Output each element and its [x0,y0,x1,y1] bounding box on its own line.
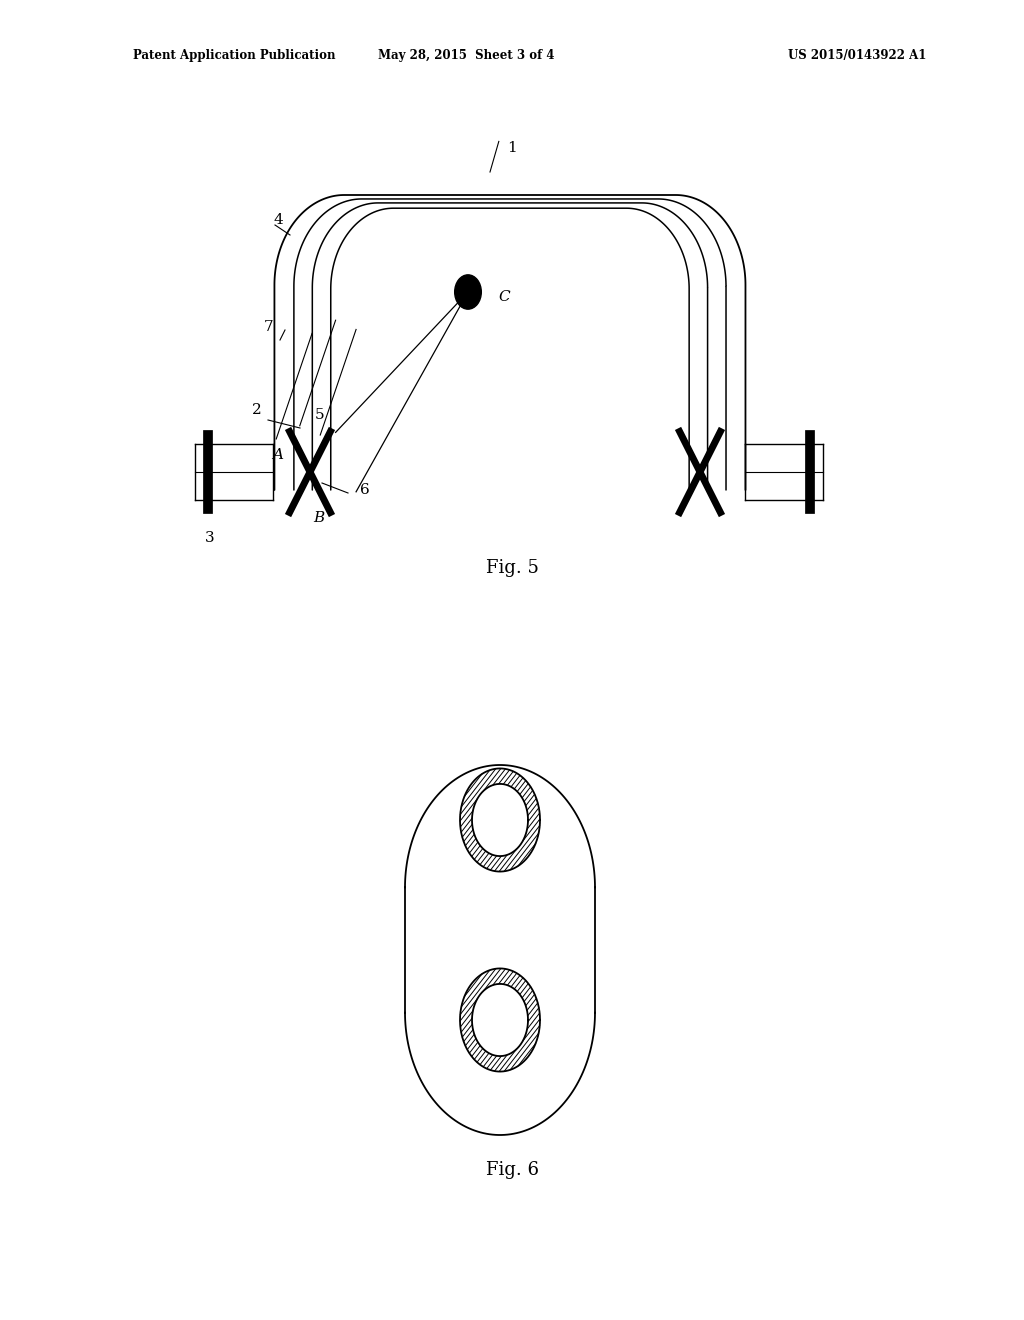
Circle shape [455,275,481,309]
Text: 1: 1 [507,141,517,154]
Text: C: C [498,290,510,304]
Text: 4: 4 [273,213,283,227]
Text: B: B [313,511,325,525]
Circle shape [473,985,527,1055]
Circle shape [473,785,527,855]
Text: Fig. 6: Fig. 6 [485,1162,539,1179]
Text: US 2015/0143922 A1: US 2015/0143922 A1 [788,49,927,62]
Text: 5: 5 [315,408,325,422]
Text: Patent Application Publication: Patent Application Publication [133,49,336,62]
Text: 2: 2 [252,403,262,417]
Text: 3: 3 [205,531,215,545]
Text: 7: 7 [263,319,273,334]
Text: May 28, 2015  Sheet 3 of 4: May 28, 2015 Sheet 3 of 4 [378,49,554,62]
Text: A: A [272,447,283,462]
Text: Fig. 5: Fig. 5 [485,558,539,577]
Text: 6: 6 [360,483,370,498]
